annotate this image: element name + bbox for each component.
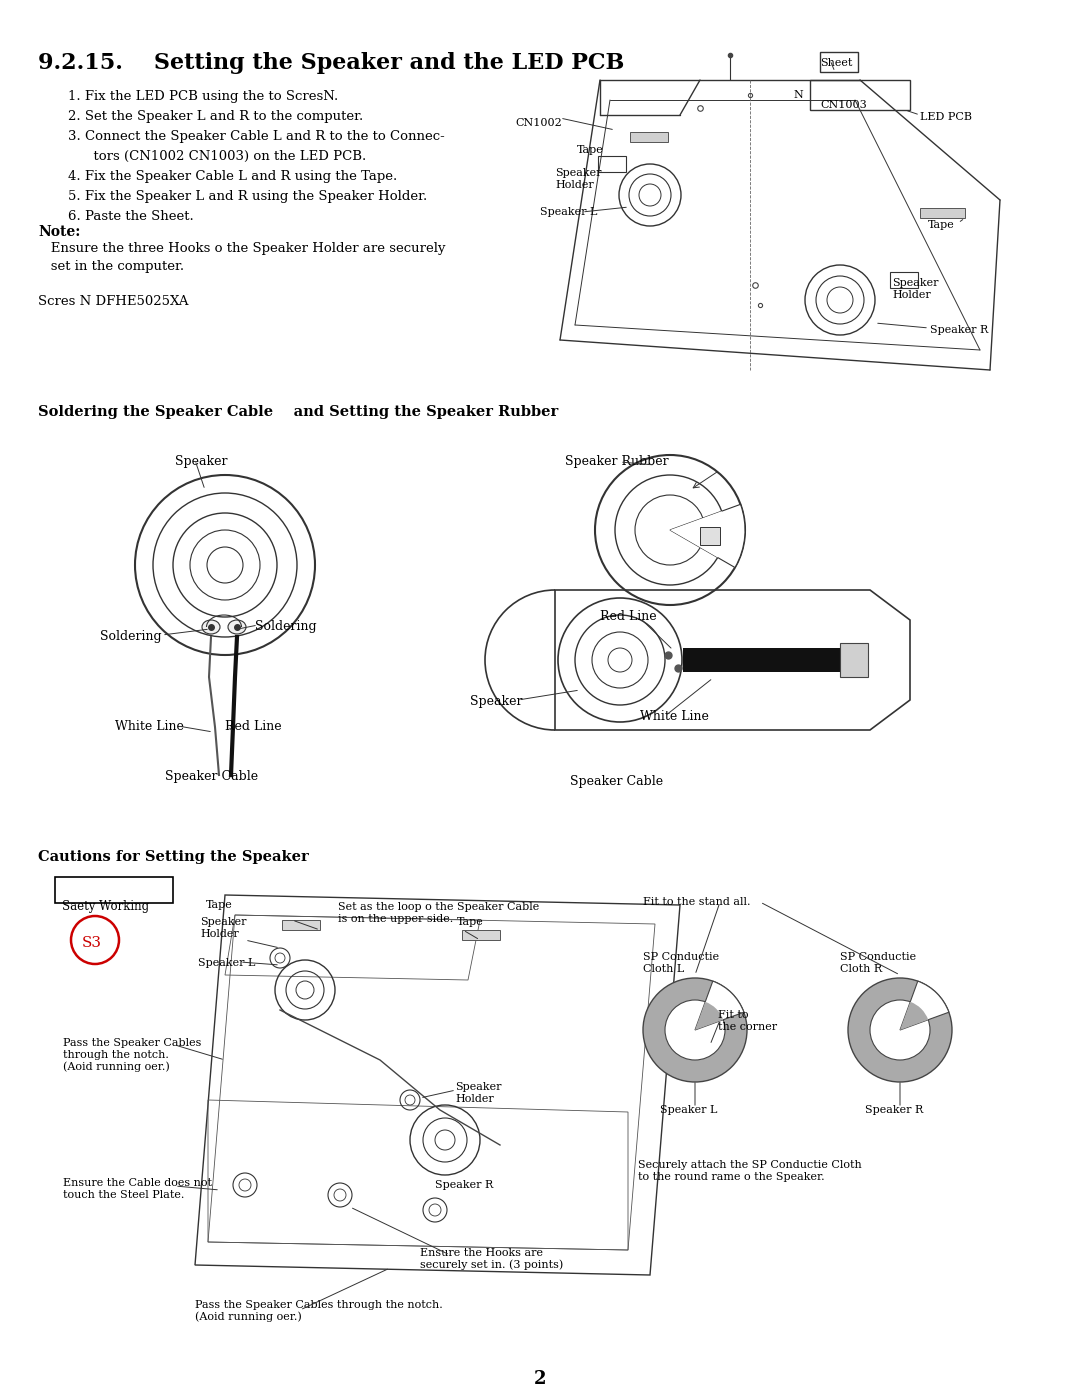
Text: Speaker
Holder: Speaker Holder — [892, 278, 939, 299]
Text: Saety Working: Saety Working — [62, 900, 149, 914]
Bar — [683, 648, 840, 672]
Text: 3. Connect the Speaker Cable L and R to the to Connec-: 3. Connect the Speaker Cable L and R to … — [68, 130, 445, 142]
Text: Speaker R: Speaker R — [865, 1105, 923, 1115]
Text: Speaker: Speaker — [470, 694, 523, 708]
Text: 4. Fix the Speaker Cable L and R using the Tape.: 4. Fix the Speaker Cable L and R using t… — [68, 170, 397, 183]
Wedge shape — [670, 511, 725, 557]
Wedge shape — [900, 1002, 928, 1030]
Text: Speaker
Holder: Speaker Holder — [555, 168, 602, 190]
Text: Sheet: Sheet — [820, 59, 852, 68]
Text: Tape: Tape — [928, 219, 955, 231]
Text: Ensure the three Hooks o the Speaker Holder are securely: Ensure the three Hooks o the Speaker Hol… — [38, 242, 446, 256]
Text: 9.2.15.    Setting the Speaker and the LED PCB: 9.2.15. Setting the Speaker and the LED … — [38, 52, 624, 74]
Bar — [700, 527, 720, 545]
Text: Tape: Tape — [206, 900, 233, 909]
Ellipse shape — [202, 620, 220, 634]
Bar — [55, 877, 173, 902]
Text: Fit to
the corner: Fit to the corner — [718, 1010, 778, 1031]
Text: 2. Set the Speaker L and R to the computer.: 2. Set the Speaker L and R to the comput… — [68, 110, 363, 123]
Bar — [630, 131, 669, 142]
Text: Tape: Tape — [457, 916, 484, 928]
Text: LED PCB: LED PCB — [920, 112, 972, 122]
Text: Speaker: Speaker — [175, 455, 228, 468]
Text: CN1003: CN1003 — [820, 101, 867, 110]
Text: Ensure the Hooks are
securely set in. (3 points): Ensure the Hooks are securely set in. (3… — [420, 1248, 564, 1270]
Text: Soldering the Speaker Cable    and Setting the Speaker Rubber: Soldering the Speaker Cable and Setting … — [38, 405, 558, 419]
Bar — [282, 921, 320, 930]
Text: Red Line: Red Line — [225, 719, 282, 733]
Text: N: N — [793, 89, 802, 101]
Bar — [920, 208, 966, 218]
Text: Soldering: Soldering — [100, 630, 162, 643]
Circle shape — [848, 978, 951, 1083]
Text: Set as the loop o the Speaker Cable
is on the upper side.: Set as the loop o the Speaker Cable is o… — [338, 902, 539, 923]
Circle shape — [665, 1000, 725, 1060]
Text: Speaker Rubber: Speaker Rubber — [565, 455, 669, 468]
Text: Cautions for Setting the Speaker: Cautions for Setting the Speaker — [38, 849, 309, 863]
Wedge shape — [900, 981, 949, 1030]
Text: Note:: Note: — [38, 225, 80, 239]
Text: Tape: Tape — [577, 145, 604, 155]
Bar — [462, 930, 500, 940]
Bar — [890, 272, 918, 288]
Wedge shape — [670, 504, 745, 567]
Ellipse shape — [228, 620, 246, 634]
Text: set in the computer.: set in the computer. — [38, 260, 184, 272]
Text: CN1002: CN1002 — [515, 117, 562, 129]
Text: White Line: White Line — [114, 719, 184, 733]
Text: SP Conductie
Cloth R: SP Conductie Cloth R — [840, 951, 916, 974]
Text: 5. Fix the Speaker L and R using the Speaker Holder.: 5. Fix the Speaker L and R using the Spe… — [68, 190, 428, 203]
Text: Scres N DFHE5025XA: Scres N DFHE5025XA — [38, 295, 189, 307]
Text: 1. Fix the LED PCB using the to ScresN.: 1. Fix the LED PCB using the to ScresN. — [68, 89, 338, 103]
Wedge shape — [696, 1002, 724, 1030]
Circle shape — [870, 1000, 930, 1060]
Text: Speaker R: Speaker R — [435, 1180, 494, 1190]
Text: Soldering: Soldering — [255, 620, 316, 633]
Text: Speaker L: Speaker L — [540, 207, 597, 217]
Text: tors (CN1002 CN1003) on the LED PCB.: tors (CN1002 CN1003) on the LED PCB. — [68, 149, 366, 163]
Text: Speaker
Holder: Speaker Holder — [455, 1083, 501, 1104]
Text: Securely attach the SP Conductie Cloth
to the round rame o the Speaker.: Securely attach the SP Conductie Cloth t… — [638, 1160, 862, 1182]
Text: Speaker L: Speaker L — [660, 1105, 717, 1115]
Bar — [598, 156, 626, 172]
Text: Speaker Cable: Speaker Cable — [570, 775, 663, 788]
Text: Red Line: Red Line — [600, 610, 657, 623]
Text: SP Conductie
Cloth L: SP Conductie Cloth L — [643, 951, 719, 974]
Text: Speaker L: Speaker L — [198, 958, 255, 968]
Text: Speaker Cable: Speaker Cable — [165, 770, 258, 782]
Text: Fit to the stand all.: Fit to the stand all. — [643, 897, 751, 907]
Text: 2: 2 — [534, 1370, 546, 1389]
Text: White Line: White Line — [640, 710, 708, 724]
Bar — [840, 643, 868, 678]
Text: S3: S3 — [82, 936, 102, 950]
Wedge shape — [696, 981, 744, 1030]
Text: Pass the Speaker Cables through the notch.
(Aoid running oer.): Pass the Speaker Cables through the notc… — [195, 1301, 443, 1323]
Text: Speaker
Holder: Speaker Holder — [200, 916, 246, 939]
Text: 6. Paste the Sheet.: 6. Paste the Sheet. — [68, 210, 193, 224]
Circle shape — [643, 978, 747, 1083]
Text: Ensure the Cable does not
touch the Steel Plate.: Ensure the Cable does not touch the Stee… — [63, 1178, 212, 1200]
Text: Pass the Speaker Cables
through the notch.
(Aoid running oer.): Pass the Speaker Cables through the notc… — [63, 1038, 201, 1071]
Text: Speaker R: Speaker R — [930, 326, 988, 335]
